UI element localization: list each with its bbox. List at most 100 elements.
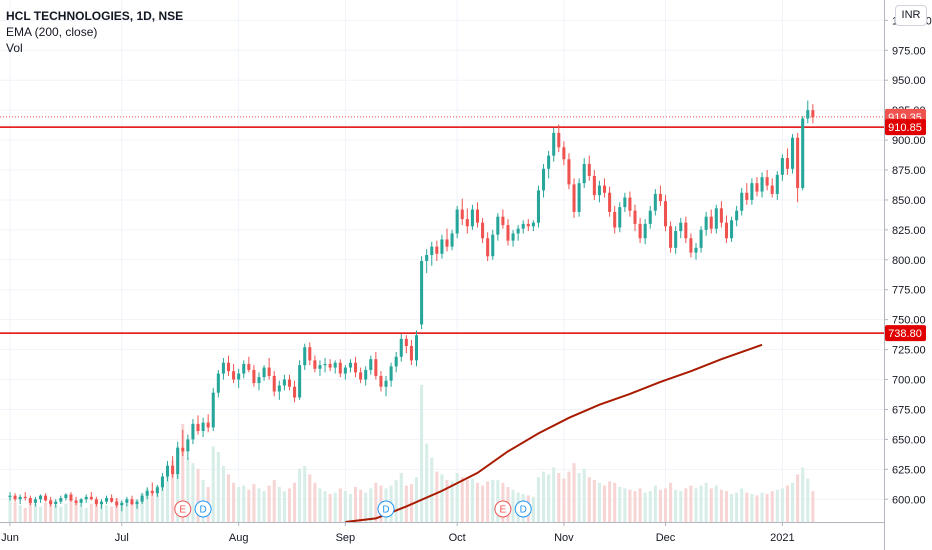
- price-label-box: [885, 119, 926, 136]
- candle-body: [328, 363, 332, 368]
- volume-bar: [125, 503, 129, 522]
- volume-bar: [237, 487, 241, 522]
- candle-body: [409, 346, 413, 361]
- volume-bar: [775, 489, 779, 522]
- candle-body: [414, 335, 419, 361]
- volume-bar: [135, 499, 139, 522]
- candle-body: [221, 362, 225, 374]
- volume-bar: [760, 492, 764, 522]
- volume-bar: [587, 477, 591, 522]
- candle-body: [18, 496, 22, 500]
- candle-body: [613, 211, 617, 228]
- chart-legend: HCL TECHNOLOGIES, 1D, NSE EMA (200, clos…: [6, 8, 183, 56]
- candle-body: [176, 447, 180, 475]
- volume-bar: [536, 477, 540, 522]
- volume-bar: [511, 489, 515, 522]
- candle-body: [420, 261, 424, 325]
- volume-bar: [171, 460, 175, 522]
- volume-bar: [455, 473, 459, 522]
- candle-body: [374, 359, 378, 376]
- candle-body: [552, 132, 556, 156]
- volume-bar: [531, 496, 535, 522]
- candle-body: [338, 362, 342, 374]
- candle-body: [557, 132, 561, 148]
- candle-body: [511, 233, 515, 241]
- volume-bar: [780, 488, 784, 522]
- volume-bar: [394, 480, 398, 522]
- volume-bar: [557, 473, 561, 522]
- volume-bar: [460, 477, 464, 522]
- candle-body: [750, 183, 754, 200]
- event-marker-label: D: [382, 505, 389, 516]
- candle-body: [298, 365, 302, 398]
- price-axis[interactable]: 1000.00975.00950.00925.00900.00875.00850…: [884, 15, 932, 506]
- candle-body: [49, 500, 53, 505]
- volume-bar: [89, 503, 93, 522]
- volume-bar: [653, 485, 657, 522]
- volume-bar: [359, 489, 363, 522]
- candlesticks[interactable]: [8, 100, 815, 512]
- candle-body: [237, 373, 241, 380]
- candle-body: [23, 496, 27, 499]
- volume-bar: [618, 487, 622, 522]
- y-tick-label: 950.00: [892, 75, 926, 87]
- dividend-marker: [194, 500, 212, 518]
- volume-bar: [186, 457, 190, 522]
- candle-body: [348, 362, 352, 368]
- ema-indicator-label[interactable]: EMA (200, close): [6, 25, 98, 39]
- volume-bar: [755, 495, 759, 522]
- candle-body: [567, 159, 571, 185]
- price-label-text: 738.80: [888, 328, 922, 340]
- candle-body: [740, 192, 744, 211]
- volume-bar: [674, 489, 678, 522]
- volume-bar: [64, 503, 68, 522]
- candle-body: [501, 216, 505, 226]
- volume-indicator-label[interactable]: Vol: [6, 41, 23, 55]
- candle-body: [354, 362, 358, 373]
- volume-bar: [414, 477, 419, 522]
- volume-bar: [806, 478, 810, 522]
- volume-bar: [54, 505, 58, 522]
- volume-bar: [221, 466, 225, 522]
- dividend-marker: [514, 500, 532, 518]
- volume-bar: [435, 471, 439, 522]
- volume-bar: [155, 485, 159, 522]
- volume-bar: [496, 480, 500, 522]
- volume-bar: [602, 485, 607, 522]
- candle-body: [293, 386, 297, 398]
- volume-bar: [623, 488, 627, 522]
- candle-body: [724, 222, 729, 239]
- candle-body: [663, 201, 668, 227]
- y-tick-label: 900.00: [892, 135, 926, 147]
- time-axis[interactable]: Jun Jul Aug Sep Oct Nov Dec 2021: [1, 522, 795, 544]
- horizontal-lines[interactable]: [0, 116, 884, 334]
- candle-body: [13, 495, 17, 500]
- volume-bar: [374, 482, 378, 522]
- candle-body: [323, 363, 327, 366]
- candle-body: [470, 209, 474, 227]
- candle-body: [684, 222, 688, 239]
- candle-body: [542, 168, 546, 191]
- candle-body: [115, 501, 119, 506]
- volume-bar: [120, 501, 124, 522]
- symbol-title[interactable]: HCL TECHNOLOGIES, 1D, NSE: [6, 9, 184, 23]
- event-marker-label: D: [199, 505, 206, 516]
- candle-body: [440, 239, 444, 254]
- x-tick-label: 2021: [770, 532, 794, 544]
- volume-bar: [699, 485, 703, 522]
- candle-body: [171, 465, 175, 475]
- y-tick-label: 675.00: [892, 404, 926, 416]
- candle-body: [33, 499, 37, 503]
- candle-body: [475, 209, 480, 223]
- candle-body: [653, 193, 657, 211]
- y-tick-label: 975.00: [892, 45, 926, 57]
- volume-bar: [694, 488, 698, 522]
- candle-body: [425, 255, 429, 261]
- currency-badge[interactable]: INR: [895, 5, 927, 26]
- volume-bar: [348, 494, 352, 522]
- y-tick-label: 875.00: [892, 165, 926, 177]
- volume-bar: [308, 474, 312, 522]
